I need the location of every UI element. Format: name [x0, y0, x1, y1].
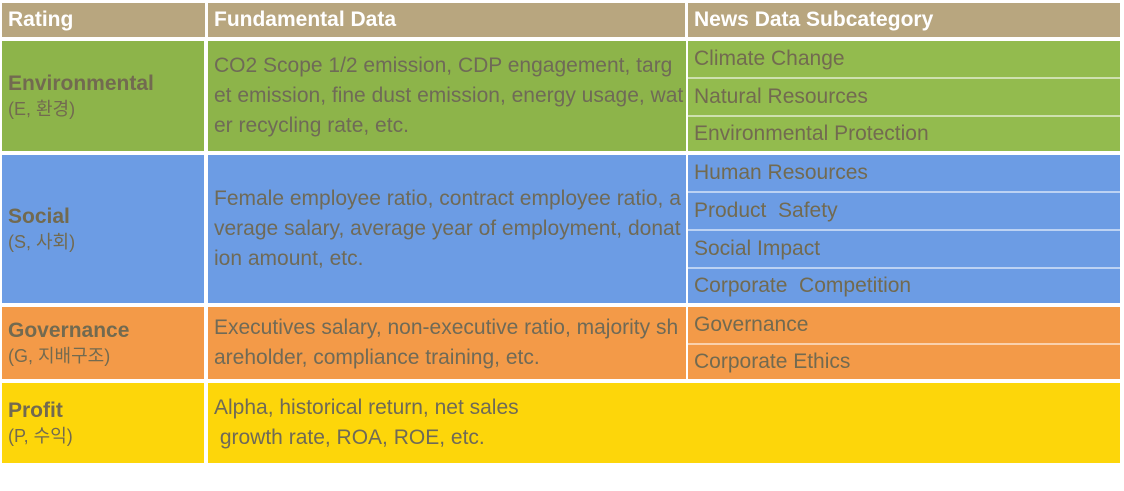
rating-sub-governance: (G, 지배구조) [8, 346, 111, 366]
rating-sub-profit: (P, 수익) [8, 426, 73, 446]
header-fundamental-data: Fundamental Data [208, 3, 688, 41]
esg-rating-table: Rating Fundamental Data News Data Subcat… [2, 3, 1120, 463]
news-subcategory-item: Environmental Protection [688, 117, 1120, 155]
news-subcategory-item: Corporate Competition [688, 269, 1120, 307]
fundamental-cell-social: Female employee ratio, contract employee… [208, 155, 688, 307]
table-row: Social Impact [2, 231, 1120, 269]
rating-name-profit: Profit [8, 399, 63, 422]
table-row: Natural Resources [2, 79, 1120, 117]
rating-cell-governance: Governance (G, 지배구조) [2, 307, 208, 383]
fundamental-cell-environmental: CO2 Scope 1/2 emission, CDP engagement, … [208, 41, 688, 155]
table-row-profit: Profit (P, 수익) Alpha, historical return,… [2, 383, 1120, 463]
news-subcategory-item: Corporate Ethics [688, 345, 1120, 383]
table-row: Corporate Ethics [2, 345, 1120, 383]
fundamental-cell-profit: Alpha, historical return, net sales grow… [208, 383, 1120, 463]
fundamental-cell-governance: Executives salary, non-executive ratio, … [208, 307, 688, 383]
rating-name-governance: Governance [8, 319, 130, 342]
header-news-subcategory: News Data Subcategory [688, 3, 1120, 41]
table-row: Product Safety [2, 193, 1120, 231]
fundamental-profit-line-2: growth rate, ROA, ROE, etc. [214, 426, 485, 449]
news-subcategory-item: Human Resources [688, 155, 1120, 193]
table-row-social: Social (S, 사회) Female employee ratio, co… [2, 155, 1120, 307]
rating-cell-profit: Profit (P, 수익) [2, 383, 208, 463]
news-subcategory-item: Governance [688, 307, 1120, 345]
news-subcategory-item: Natural Resources [688, 79, 1120, 117]
news-subcategory-item: Climate Change [688, 41, 1120, 79]
table-row-governance: Governance (G, 지배구조) Executives salary, … [2, 307, 1120, 383]
news-subcategory-item: Social Impact [688, 231, 1120, 269]
header-rating: Rating [2, 3, 208, 41]
rating-sub-social: (S, 사회) [8, 232, 76, 252]
header-row: Rating Fundamental Data News Data Subcat… [2, 3, 1120, 41]
rating-sub-environmental: (E, 환경) [8, 99, 76, 119]
news-subcategory-item: Product Safety [688, 193, 1120, 231]
table-row-environmental: Environmental (E, 환경) CO2 Scope 1/2 emis… [2, 41, 1120, 155]
rating-cell-social: Social (S, 사회) [2, 155, 208, 307]
table-row: Corporate Competition [2, 269, 1120, 307]
fundamental-profit-line-1: Alpha, historical return, net sales [214, 396, 519, 419]
rating-name-environmental: Environmental [8, 72, 154, 95]
table-row: Environmental Protection [2, 117, 1120, 155]
rating-name-social: Social [8, 205, 70, 228]
rating-cell-environmental: Environmental (E, 환경) [2, 41, 208, 155]
